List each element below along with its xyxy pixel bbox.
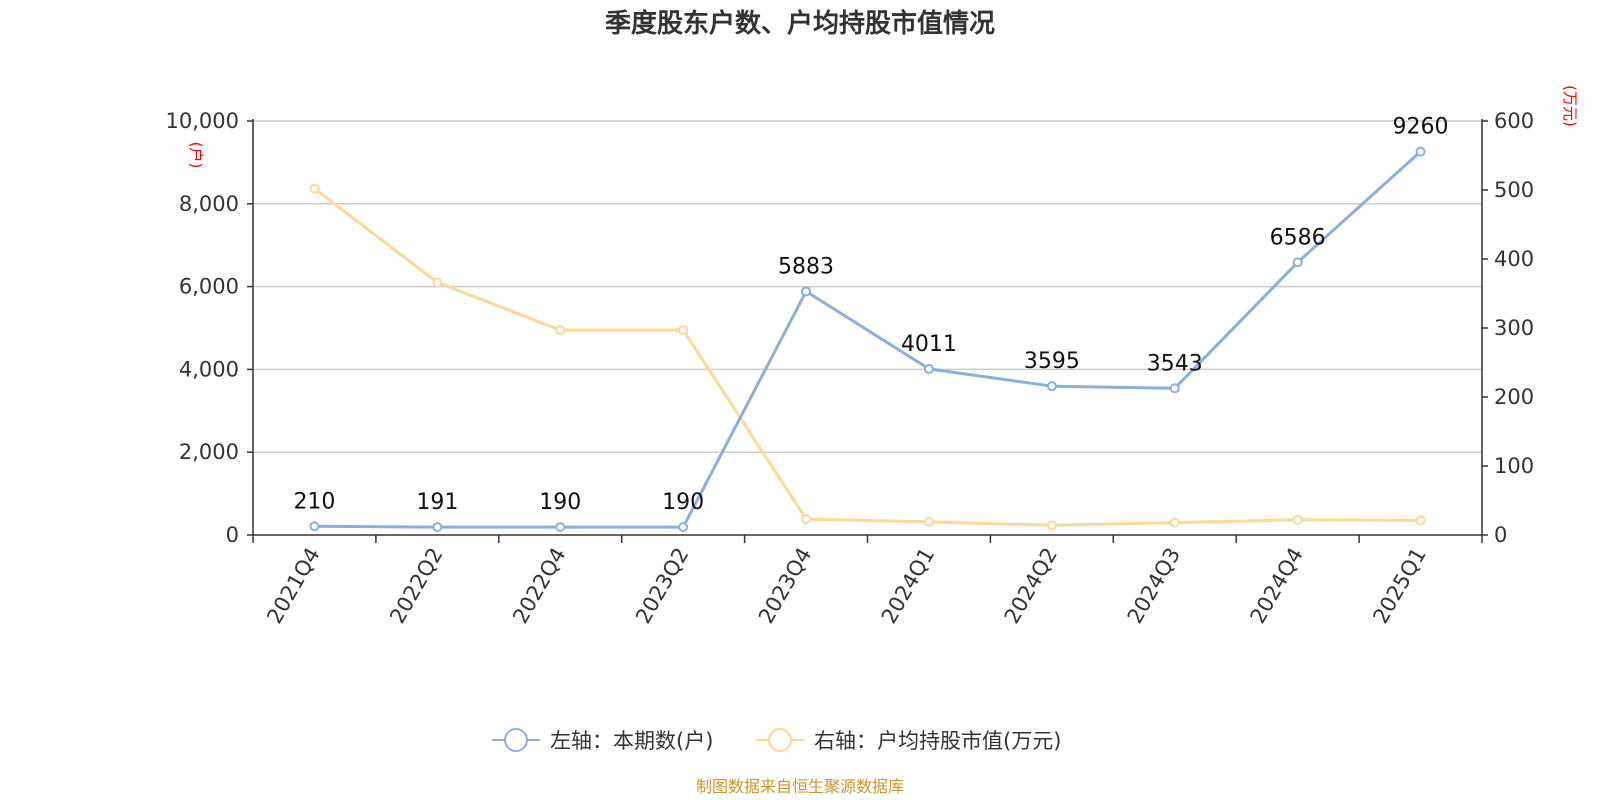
left-tick-label: 8,000 <box>179 192 239 216</box>
right-tick-label: 200 <box>1494 385 1534 409</box>
data-label: 3595 <box>1024 349 1080 374</box>
data-point[interactable] <box>309 183 320 194</box>
legend-label-right-series: 右轴：户均持股市值(万元) <box>814 729 1061 753</box>
data-label: 3543 <box>1147 351 1203 376</box>
right-axis-ticks: 0 100 200 300 400 500 600 <box>1482 109 1534 547</box>
x-tick-label: 2024Q2 <box>1000 544 1062 628</box>
data-point[interactable] <box>1169 383 1180 394</box>
data-point[interactable] <box>1169 517 1180 528</box>
series-right <box>309 183 1426 531</box>
right-tick-label: 500 <box>1494 178 1534 202</box>
right-tick-label: 100 <box>1494 454 1534 478</box>
x-tick-label: 2024Q3 <box>1123 544 1185 628</box>
data-point[interactable] <box>1046 520 1057 531</box>
right-tick-label: 0 <box>1494 523 1507 547</box>
data-label: 4011 <box>901 332 957 357</box>
x-tick-label: 2023Q4 <box>754 544 816 628</box>
data-point[interactable] <box>678 325 689 336</box>
x-tick-label: 2021Q4 <box>262 544 324 628</box>
data-point[interactable] <box>1292 514 1303 525</box>
data-point[interactable] <box>555 325 566 336</box>
data-label: 190 <box>539 490 581 515</box>
grid-lines <box>253 120 1482 453</box>
data-label: 6586 <box>1270 225 1326 250</box>
left-tick-label: 10,000 <box>166 109 239 133</box>
legend-item-right-series[interactable]: 右轴：户均持股市值(万元) <box>756 728 1061 753</box>
series-line <box>314 150 1422 529</box>
data-point[interactable] <box>801 286 812 297</box>
right-axis-unit: (万元) <box>1561 85 1579 127</box>
right-tick-label: 400 <box>1494 247 1534 271</box>
data-point[interactable] <box>678 522 689 533</box>
left-tick-label: 0 <box>226 523 239 547</box>
data-point[interactable] <box>1415 146 1426 157</box>
left-axis-ticks: 0 2,000 4,000 6,000 8,000 10,000 <box>166 109 253 547</box>
series-left: 210 191 190 190 5883 4011 3595 3543 6586 9260 <box>293 115 1449 533</box>
data-label: 191 <box>416 490 458 515</box>
x-tick-label: 2024Q1 <box>877 544 939 628</box>
x-tick-label: 2023Q2 <box>631 544 693 628</box>
series-layer: 210 191 190 190 5883 4011 3595 3543 6586 9260 <box>293 115 1449 533</box>
legend-marker-left-series <box>504 728 528 752</box>
data-point[interactable] <box>309 521 320 532</box>
axes <box>252 119 1483 536</box>
data-point[interactable] <box>1292 257 1303 268</box>
data-label: 210 <box>293 489 335 514</box>
x-tick-label: 2022Q2 <box>385 544 447 628</box>
data-point[interactable] <box>1415 515 1426 526</box>
left-tick-label: 6,000 <box>179 275 239 299</box>
series-line <box>313 187 1421 527</box>
x-axis-ticks: 2021Q4 2022Q2 2022Q4 2023Q2 2023Q4 2024Q1 2024… <box>252 535 1483 628</box>
data-point[interactable] <box>432 277 443 288</box>
legend-marker-right-series <box>768 728 792 752</box>
data-point[interactable] <box>432 522 443 533</box>
data-label: 190 <box>662 490 704 515</box>
x-tick-label: 2024Q4 <box>1246 544 1308 628</box>
source-note: 制图数据来自恒生聚源数据库 <box>696 777 904 796</box>
data-point[interactable] <box>923 516 934 527</box>
legend-label-left-series: 左轴：本期数(户) <box>550 729 713 753</box>
right-tick-label: 300 <box>1494 316 1534 340</box>
left-tick-label: 4,000 <box>179 357 239 381</box>
left-tick-label: 2,000 <box>179 440 239 464</box>
data-point[interactable] <box>1046 381 1057 392</box>
x-tick-label: 2022Q4 <box>508 544 570 628</box>
data-point[interactable] <box>923 363 934 374</box>
chart-title: 季度股东户数、户均持股市值情况 <box>605 8 995 39</box>
data-label: 9260 <box>1393 115 1449 140</box>
legend: 左轴：本期数(户) 右轴：户均持股市值(万元) <box>492 728 1061 753</box>
data-label: 5883 <box>778 254 834 279</box>
right-tick-label: 600 <box>1494 109 1534 133</box>
data-point[interactable] <box>555 522 566 533</box>
x-tick-label: 2025Q1 <box>1368 544 1430 628</box>
legend-item-left-series[interactable]: 左轴：本期数(户) <box>492 728 713 753</box>
data-point[interactable] <box>801 514 812 525</box>
left-axis-unit: (户) <box>187 142 205 169</box>
